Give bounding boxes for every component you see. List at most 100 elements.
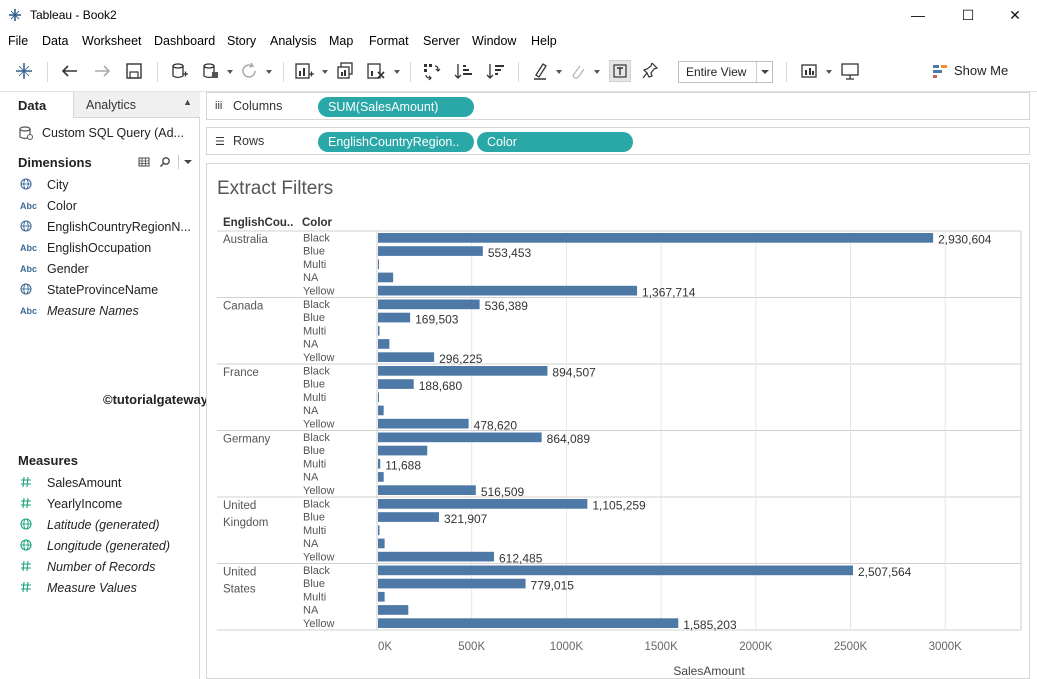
measure-field-yearlyincome[interactable]: YearlyIncome: [0, 494, 200, 514]
swap-axes-icon[interactable]: [420, 60, 442, 82]
show-cards-icon[interactable]: [799, 60, 821, 82]
tableau-logo-icon[interactable]: [13, 60, 35, 82]
refresh-icon[interactable]: [238, 60, 260, 82]
number-type-icon: [20, 497, 42, 511]
data-label: 1,367,714: [642, 286, 696, 300]
fit-view-dropdown[interactable]: Entire View: [678, 61, 773, 83]
dimension-field-measure-names[interactable]: Abc Measure Names: [0, 301, 200, 321]
pill-color[interactable]: Color: [477, 132, 633, 152]
columns-shelf[interactable]: iii Columns SUM(SalesAmount): [206, 92, 1030, 120]
undo-icon[interactable]: [59, 60, 81, 82]
data-label: 2,930,604: [938, 233, 992, 247]
chevron-down-icon[interactable]: [266, 70, 272, 74]
chevron-down-icon: [756, 62, 772, 82]
menu-analysis[interactable]: Analysis: [270, 34, 317, 48]
new-datasource-icon[interactable]: [168, 60, 190, 82]
duplicate-sheet-icon[interactable]: [334, 60, 356, 82]
bar: [378, 445, 428, 456]
chevron-down-icon[interactable]: [227, 70, 233, 74]
chevron-down-icon[interactable]: [322, 70, 328, 74]
color-label: Blue: [303, 512, 325, 524]
pause-updates-icon[interactable]: [199, 60, 221, 82]
viz-area: Extract Filters EnglishCou.. Color Austral…: [206, 163, 1030, 679]
measure-field-number-of-records[interactable]: Number of Records: [0, 557, 200, 577]
menu-data[interactable]: Data: [42, 34, 69, 48]
measure-field-measure-values[interactable]: Measure Values: [0, 578, 200, 598]
data-label: 478,620: [474, 419, 518, 433]
highlight-icon[interactable]: [529, 60, 551, 82]
pin-icon[interactable]: [640, 60, 662, 82]
close-button[interactable]: ✕: [1009, 7, 1021, 23]
minimize-button[interactable]: —: [911, 7, 925, 23]
x-tick-label: 2500K: [834, 641, 868, 653]
measure-field-longitude-generated[interactable]: Longitude (generated): [0, 536, 200, 556]
show-me-button[interactable]: Show Me: [930, 62, 1020, 82]
color-label: Yellow: [303, 551, 334, 563]
dimension-field-gender[interactable]: Abc Gender: [0, 259, 200, 279]
maximize-button[interactable]: ☐: [961, 7, 975, 23]
measure-field-latitude-generated[interactable]: Latitude (generated): [0, 515, 200, 535]
menu-window[interactable]: Window: [472, 34, 517, 48]
x-tick-label: 500K: [458, 641, 485, 653]
datasource-name: Custom SQL Query (Ad...: [42, 126, 184, 140]
data-label: 1,585,203: [683, 618, 737, 632]
pill-english-country-region[interactable]: EnglishCountryRegion..: [318, 132, 474, 152]
chevron-down-icon[interactable]: [594, 70, 600, 74]
x-tick-label: 3000K: [929, 641, 963, 653]
row-header-country: EnglishCou..: [223, 217, 293, 229]
color-label: Yellow: [303, 418, 334, 430]
color-label: NA: [303, 605, 319, 617]
string-type-icon: Abc: [20, 264, 38, 274]
color-label: NA: [303, 538, 319, 550]
show-labels-icon[interactable]: [609, 60, 631, 82]
sort-ascending-icon[interactable]: [452, 60, 474, 82]
search-icon[interactable]: [159, 156, 171, 168]
field-label: Measure Names: [47, 304, 139, 318]
clear-sheet-icon[interactable]: [365, 60, 387, 82]
new-worksheet-icon[interactable]: [293, 60, 315, 82]
dimension-field-englishcountryregionn[interactable]: EnglishCountryRegionN...: [0, 217, 200, 237]
chevron-down-icon[interactable]: [826, 70, 832, 74]
menu-dashboard[interactable]: Dashboard: [154, 34, 216, 48]
chevron-down-icon[interactable]: [394, 70, 400, 74]
tab-data[interactable]: Data: [0, 92, 74, 118]
color-label: Black: [303, 499, 330, 511]
attach-icon[interactable]: [566, 60, 588, 82]
dimension-field-stateprovincename[interactable]: StateProvinceName: [0, 280, 200, 300]
tab-analytics[interactable]: Analytics ▲: [74, 92, 200, 118]
bar: [378, 551, 495, 562]
field-label: EnglishCountryRegionN...: [47, 220, 191, 234]
datasource-item[interactable]: Custom SQL Query (Ad...: [0, 122, 200, 144]
color-label: Yellow: [303, 618, 334, 630]
watermark: ©tutorialgateway.org: [103, 392, 232, 407]
menu-file[interactable]: File: [8, 34, 29, 48]
color-label: Multi: [303, 325, 326, 337]
field-label: Longitude (generated): [47, 539, 171, 553]
rows-shelf[interactable]: ☰ Rows EnglishCountryRegion.. Color: [206, 127, 1030, 155]
field-label: City: [47, 178, 69, 192]
color-label: Multi: [303, 458, 326, 470]
bar: [378, 432, 542, 443]
chevron-down-icon[interactable]: [556, 70, 562, 74]
menu-worksheet[interactable]: Worksheet: [82, 34, 142, 48]
presentation-mode-icon[interactable]: [839, 60, 861, 82]
string-type-icon: Abc: [20, 306, 38, 316]
view-data-icon[interactable]: [138, 156, 150, 168]
menu-story[interactable]: Story: [227, 34, 257, 48]
dimension-field-englishoccupation[interactable]: Abc EnglishOccupation: [0, 238, 200, 258]
dimension-field-color[interactable]: Abc Color: [0, 196, 200, 216]
color-label: Multi: [303, 392, 326, 404]
sort-descending-icon[interactable]: [484, 60, 506, 82]
chevron-down-icon[interactable]: [184, 160, 192, 164]
redo-icon[interactable]: [91, 60, 113, 82]
bar: [378, 233, 934, 243]
menu-help[interactable]: Help: [531, 34, 557, 48]
save-icon[interactable]: [123, 60, 145, 82]
globe-icon: [20, 178, 42, 192]
menu-server[interactable]: Server: [423, 34, 460, 48]
pill-sum-salesamount[interactable]: SUM(SalesAmount): [318, 97, 474, 117]
menu-format[interactable]: Format: [369, 34, 409, 48]
menu-map[interactable]: Map: [329, 34, 354, 48]
measure-field-salesamount[interactable]: SalesAmount: [0, 473, 200, 493]
dimension-field-city[interactable]: City: [0, 175, 200, 195]
